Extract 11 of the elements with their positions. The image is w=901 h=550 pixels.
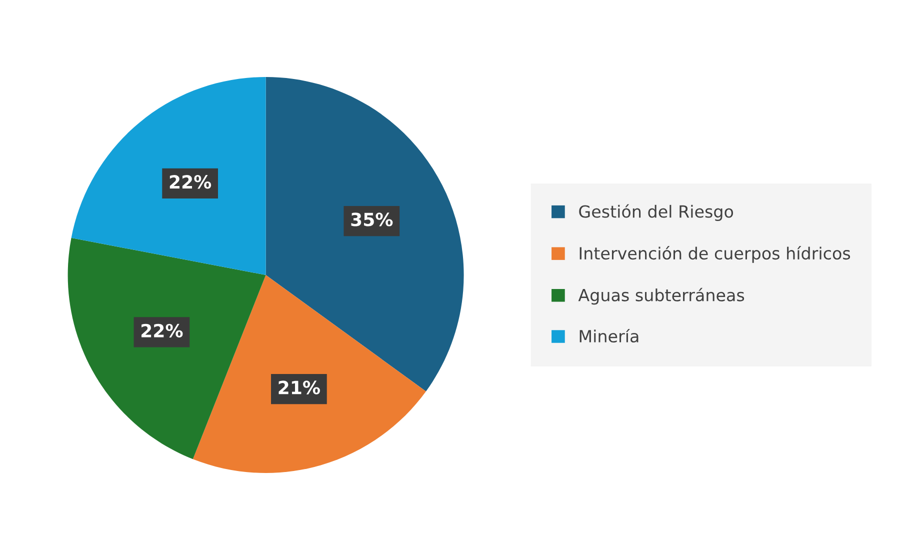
legend-label: Aguas subterráneas bbox=[578, 288, 744, 305]
pie-slice bbox=[192, 275, 426, 473]
data-label: 35% bbox=[351, 212, 393, 226]
data-label: 22% bbox=[142, 324, 183, 338]
pie-slice bbox=[68, 238, 266, 460]
pie-slice bbox=[71, 77, 266, 275]
data-label: 21% bbox=[278, 380, 320, 394]
legend-label: Gestión del Riesgo bbox=[579, 204, 734, 222]
legend-label: Intervención de cuerpos hídricos bbox=[580, 246, 850, 263]
data-label: 22% bbox=[170, 175, 212, 189]
legend-label: Minería bbox=[580, 328, 638, 343]
